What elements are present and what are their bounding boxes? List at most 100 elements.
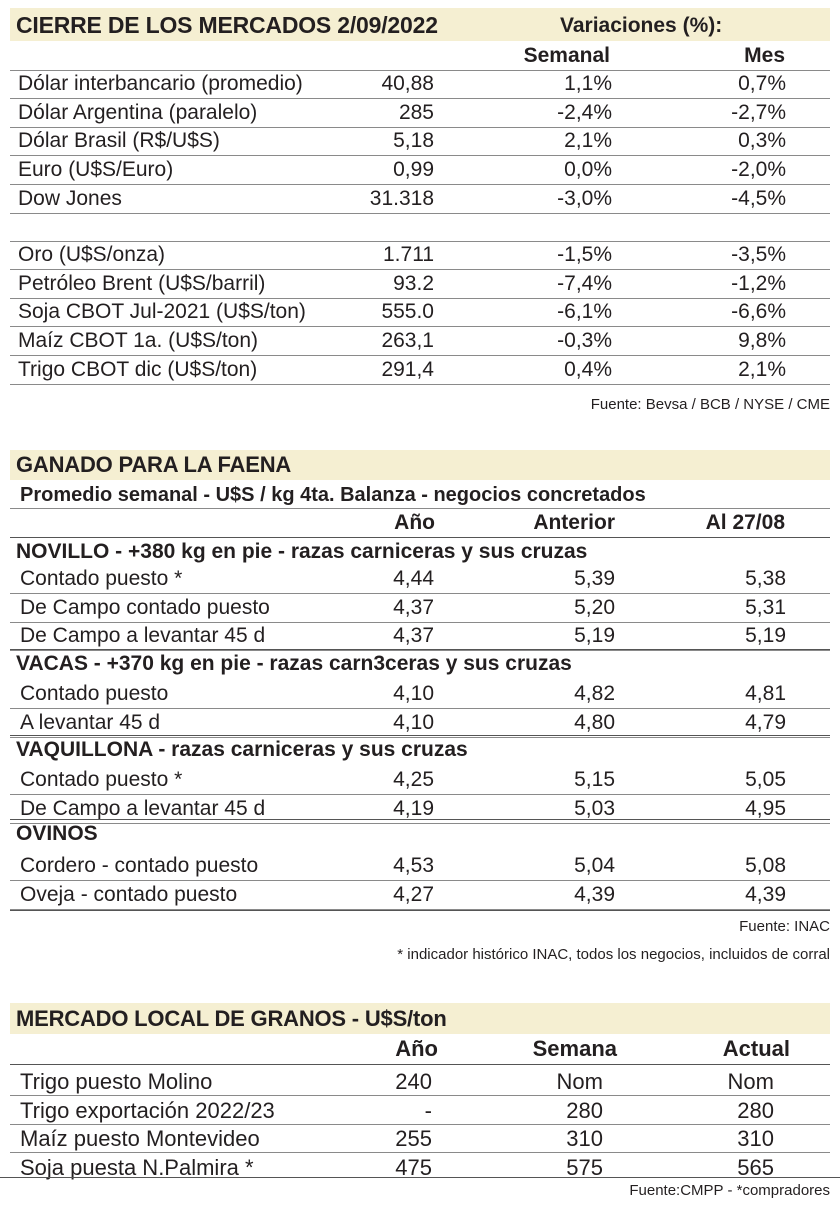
row-mes: -2,0%	[731, 158, 786, 182]
section-heading-detail: - +370 kg en pie - razas carn3ceras y su…	[87, 652, 572, 675]
table-row: Maíz CBOT 1a. (U$S/ton) 263,1 -0,3% 9,8%	[0, 327, 840, 356]
divider	[10, 708, 830, 709]
divider	[10, 819, 830, 820]
divider	[0, 1177, 840, 1178]
row-semana: 575	[566, 1154, 603, 1180]
mercados-source: Fuente: Bevsa / BCB / NYSE / CME	[590, 396, 830, 413]
row-label: De Campo a levantar 45 d	[20, 796, 266, 820]
section-heading: OVINOS	[16, 822, 98, 846]
row-label: Trigo puesto Molino	[20, 1069, 213, 1094]
divider	[10, 1152, 830, 1153]
row-al: 4,39	[745, 882, 786, 906]
mercados-title-band	[10, 8, 830, 41]
divider	[10, 880, 830, 881]
granos-title-band	[10, 1003, 830, 1034]
col-semanal: Semanal	[523, 44, 610, 67]
row-al: 5,19	[745, 624, 786, 648]
variaciones-label: Variaciones (%):	[560, 14, 723, 37]
table-row: Maíz puesto Montevideo 255 310 310	[0, 1124, 840, 1153]
row-label: Contado puesto	[20, 682, 169, 705]
divider	[10, 126, 830, 128]
row-al: 4,95	[745, 796, 786, 820]
row-value: 40,88	[381, 72, 434, 95]
divider	[10, 70, 830, 71]
row-ano: 4,27	[393, 882, 434, 906]
row-ano: 240	[395, 1069, 432, 1094]
table-row: Trigo exportación 2022/23 - 280 280	[0, 1096, 840, 1125]
table-row: Contado puesto * 4,25 5,15 5,05	[0, 766, 840, 795]
divider	[10, 593, 830, 594]
row-anterior: 5,04	[574, 854, 615, 877]
table-row: Petróleo Brent (U$S/barril) 93.2 -7,4% -1,2…	[0, 270, 840, 299]
row-value: 291,4	[381, 357, 434, 381]
divider	[10, 155, 830, 157]
table-row: De Campo a levantar 45 d 4,37 5,19 5,19	[0, 622, 840, 651]
divider	[10, 822, 830, 824]
divider	[10, 212, 830, 214]
row-ano: 4,53	[393, 854, 434, 877]
table-row: Euro (U$S/Euro) 0,99 0,0% -2,0%	[0, 156, 840, 185]
row-semana: 310	[566, 1126, 603, 1151]
row-mes: 0,7%	[738, 72, 786, 95]
col-mes: Mes	[744, 44, 785, 67]
divider	[10, 355, 830, 357]
row-mes: -6,6%	[731, 300, 786, 324]
table-row: Oveja - contado puesto 4,27 4,39 4,39	[0, 881, 840, 910]
row-mes: 0,3%	[738, 129, 786, 153]
section-heading-detail: - +380 kg en pie - razas carniceras y su…	[109, 540, 588, 563]
ganado-title-band	[10, 450, 830, 480]
row-anterior: 4,80	[574, 710, 615, 734]
row-label: De Campo a levantar 45 d	[20, 624, 266, 648]
divider	[10, 508, 830, 509]
row-label: Petróleo Brent (U$S/barril)	[18, 271, 266, 295]
row-label: Euro (U$S/Euro)	[18, 158, 174, 182]
row-label: Soja puesta N.Palmira *	[20, 1154, 254, 1180]
divider	[10, 910, 830, 911]
row-semanal: 1,1%	[564, 72, 612, 95]
row-label: De Campo contado puesto	[20, 595, 270, 619]
mercados-title: CIERRE DE LOS MERCADOS 2/09/2022	[16, 12, 438, 38]
divider	[10, 1123, 830, 1125]
col-ano: Año	[395, 1036, 438, 1061]
row-value: 555.0	[381, 300, 434, 324]
divider	[10, 1064, 830, 1065]
divider	[10, 1095, 830, 1096]
row-anterior: 5,20	[574, 595, 615, 619]
col-semana: Semana	[532, 1036, 617, 1061]
ganado-title: GANADO PARA LA FAENA	[16, 452, 292, 477]
row-label: Oveja - contado puesto	[20, 882, 238, 906]
row-semanal: 0,4%	[564, 357, 612, 381]
divider	[10, 269, 830, 270]
row-label: Cordero - contado puesto	[20, 854, 259, 877]
table-row: Trigo puesto Molino 240 Nom Nom	[0, 1067, 840, 1096]
row-actual: 310	[737, 1126, 774, 1151]
table-row: Contado puesto 4,10 4,82 4,81	[0, 680, 840, 709]
row-anterior: 5,19	[574, 624, 615, 648]
section-heading-title: VACAS	[16, 652, 88, 675]
row-al: 4,79	[745, 710, 786, 734]
row-semanal: 0,0%	[564, 158, 612, 182]
divider	[10, 794, 830, 795]
row-label: Maíz puesto Montevideo	[20, 1126, 260, 1151]
section-heading-title: OVINOS	[16, 822, 98, 845]
row-value: 5,18	[393, 129, 434, 153]
row-anterior: 5,15	[574, 768, 615, 791]
row-label: A levantar 45 d	[20, 710, 161, 734]
table-row: Soja CBOT Jul-2021 (U$S/ton) 555.0 -6,1% -6…	[0, 298, 840, 327]
row-semana: 280	[566, 1097, 603, 1123]
row-semanal: -7,4%	[557, 271, 612, 295]
row-ano: 4,25	[393, 768, 434, 791]
section-heading: NOVILLO - +380 kg en pie - razas carnice…	[16, 540, 587, 564]
row-anterior: 4,39	[574, 882, 615, 906]
row-label: Dow Jones	[18, 186, 122, 210]
row-semanal: -3,0%	[557, 186, 612, 210]
table-row: Trigo CBOT dic (U$S/ton) 291,4 0,4% 2,1%	[0, 356, 840, 385]
table-row: De Campo contado puesto 4,37 5,20 5,31	[0, 594, 840, 623]
row-ano: 4,37	[393, 624, 434, 648]
row-anterior: 5,03	[574, 796, 615, 820]
row-ano: -	[424, 1097, 432, 1123]
section-heading-title: NOVILLO	[16, 540, 110, 563]
divider	[10, 649, 830, 650]
row-label: Trigo exportación 2022/23	[20, 1097, 275, 1123]
table-row: Oro (U$S/onza) 1.711 -1,5% -3,5%	[0, 241, 840, 270]
